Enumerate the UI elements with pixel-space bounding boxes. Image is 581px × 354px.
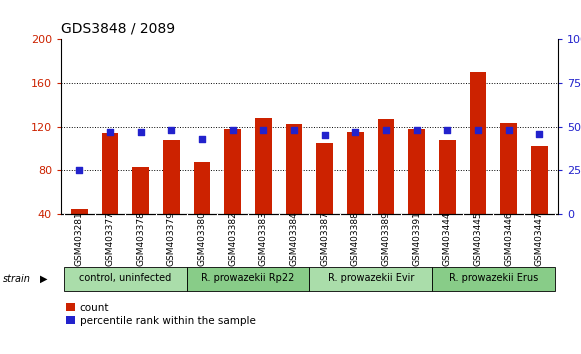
Text: GSM403377: GSM403377 bbox=[106, 211, 114, 267]
Bar bbox=[71, 209, 88, 214]
Text: GSM403445: GSM403445 bbox=[474, 212, 483, 266]
Point bbox=[474, 127, 483, 133]
Point bbox=[351, 129, 360, 135]
Point bbox=[504, 127, 514, 133]
Point bbox=[198, 136, 207, 142]
Point bbox=[443, 127, 452, 133]
Bar bbox=[469, 72, 486, 214]
Bar bbox=[132, 167, 149, 214]
Bar bbox=[439, 140, 456, 214]
Text: GSM403388: GSM403388 bbox=[351, 211, 360, 267]
FancyBboxPatch shape bbox=[432, 267, 555, 291]
Text: GSM403389: GSM403389 bbox=[382, 211, 390, 267]
Bar bbox=[408, 129, 425, 214]
Bar bbox=[531, 146, 548, 214]
FancyBboxPatch shape bbox=[310, 267, 432, 291]
Point bbox=[535, 131, 544, 136]
Text: GSM403447: GSM403447 bbox=[535, 212, 544, 266]
Text: strain: strain bbox=[3, 274, 31, 284]
Text: R. prowazekii Erus: R. prowazekii Erus bbox=[449, 273, 538, 283]
Text: GSM403444: GSM403444 bbox=[443, 212, 452, 266]
Text: GDS3848 / 2089: GDS3848 / 2089 bbox=[61, 21, 175, 35]
Point bbox=[381, 127, 390, 133]
Text: R. prowazekii Rp22: R. prowazekii Rp22 bbox=[202, 273, 295, 283]
Bar bbox=[255, 118, 272, 214]
Point bbox=[167, 127, 176, 133]
Bar bbox=[102, 133, 119, 214]
Bar bbox=[316, 143, 333, 214]
Point bbox=[259, 127, 268, 133]
Text: GSM403383: GSM403383 bbox=[259, 211, 268, 267]
Text: GSM403382: GSM403382 bbox=[228, 212, 237, 266]
Bar bbox=[378, 119, 394, 214]
Text: control, uninfected: control, uninfected bbox=[79, 273, 171, 283]
Bar bbox=[500, 123, 517, 214]
Point bbox=[136, 129, 145, 135]
Text: GSM403380: GSM403380 bbox=[198, 211, 207, 267]
Text: GSM403379: GSM403379 bbox=[167, 211, 176, 267]
Point bbox=[289, 127, 299, 133]
FancyBboxPatch shape bbox=[64, 267, 187, 291]
Point bbox=[412, 127, 421, 133]
Text: R. prowazekii Evir: R. prowazekii Evir bbox=[328, 273, 414, 283]
Text: GSM403281: GSM403281 bbox=[75, 212, 84, 266]
Legend: count, percentile rank within the sample: count, percentile rank within the sample bbox=[66, 303, 256, 326]
Bar bbox=[286, 124, 303, 214]
Text: GSM403387: GSM403387 bbox=[320, 211, 329, 267]
Point bbox=[228, 127, 238, 133]
Bar bbox=[193, 161, 210, 214]
Text: GSM403378: GSM403378 bbox=[136, 211, 145, 267]
FancyBboxPatch shape bbox=[187, 267, 310, 291]
Bar bbox=[163, 140, 180, 214]
Text: ▶: ▶ bbox=[40, 274, 47, 284]
Text: GSM403384: GSM403384 bbox=[289, 212, 299, 266]
Point bbox=[320, 132, 329, 138]
Text: GSM403446: GSM403446 bbox=[504, 212, 513, 266]
Text: GSM403391: GSM403391 bbox=[412, 211, 421, 267]
Bar bbox=[347, 132, 364, 214]
Bar bbox=[224, 129, 241, 214]
Point bbox=[75, 167, 84, 173]
Point bbox=[105, 129, 114, 135]
